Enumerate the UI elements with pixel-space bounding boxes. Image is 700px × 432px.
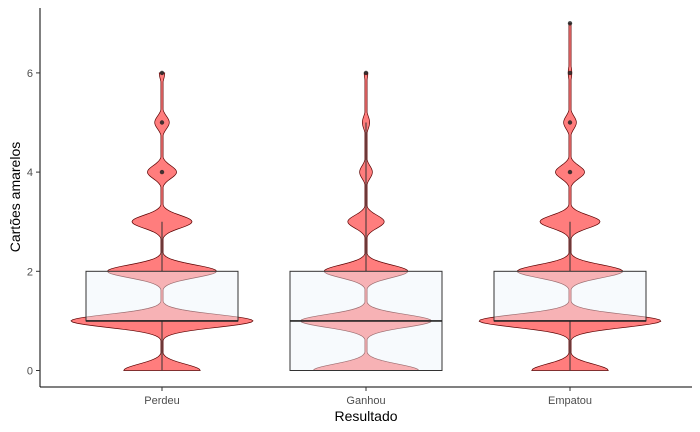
- y-ticks: 0 2 4 6: [27, 68, 40, 378]
- x-tick-label: Ganhou: [346, 395, 385, 407]
- box-perdeu: [85, 270, 239, 322]
- outlier-point: [159, 169, 165, 175]
- outlier-points-layer: [159, 21, 573, 175]
- boxes-layer: [85, 122, 647, 371]
- outlier-point: [567, 21, 573, 26]
- outlier-point: [363, 70, 369, 76]
- outlier-point: [567, 120, 573, 125]
- y-tick-label: 4: [27, 167, 33, 179]
- y-tick-label: 0: [27, 366, 33, 378]
- x-tick-label: Empatou: [548, 395, 592, 407]
- y-tick-label: 2: [27, 266, 33, 278]
- outlier-point: [567, 169, 573, 175]
- outlier-point: [159, 70, 165, 76]
- x-ticks: Perdeu Ganhou Empatou: [144, 387, 592, 407]
- y-axis-title: Cartões amarelos: [7, 142, 23, 253]
- outlier-point: [567, 70, 573, 76]
- outlier-point: [159, 120, 165, 125]
- x-axis-title: Resultado: [334, 408, 397, 424]
- y-tick-label: 6: [27, 68, 33, 80]
- box-empatou: [493, 270, 647, 322]
- x-tick-label: Perdeu: [144, 395, 179, 407]
